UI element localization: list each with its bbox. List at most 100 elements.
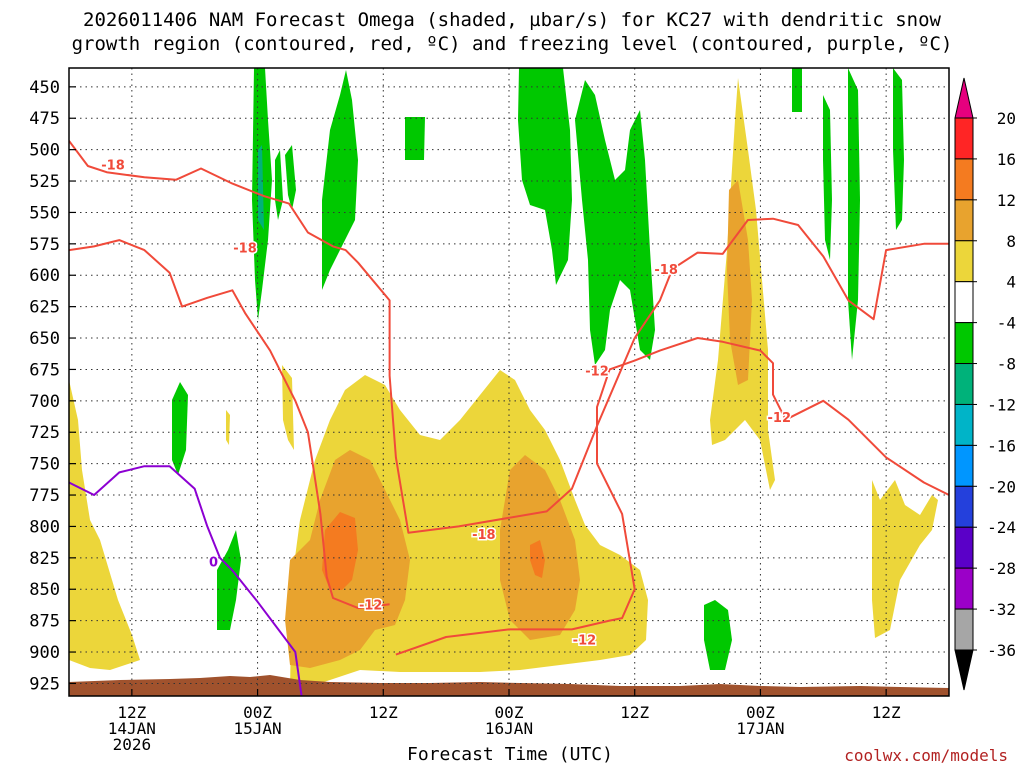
omega-region-green-12 xyxy=(823,95,832,260)
colorbar-swatch xyxy=(954,363,974,405)
colorbar-label: -8 xyxy=(997,355,1016,374)
site-credit: coolwx.com/models xyxy=(844,746,1008,765)
colorbar-swatch xyxy=(954,444,974,487)
omega-region-darkorange-1 xyxy=(322,512,358,590)
x-tick-sub1: 17JAN xyxy=(736,719,784,738)
omega-region-green-4 xyxy=(322,70,358,290)
x-tick-label: 12Z xyxy=(872,703,901,722)
omega-region-green-13 xyxy=(848,68,860,360)
x-tick-label: 12Z xyxy=(620,703,649,722)
contour-line-2 xyxy=(395,337,949,656)
grid-lines xyxy=(69,68,949,696)
omega-region-yellow-left xyxy=(69,380,140,670)
colorbar-label: -28 xyxy=(987,559,1016,578)
colorbar: 20 16 12 8 4 -4 -8 -12 -16 -20 -24 -28 -32 -36 xyxy=(954,77,1016,691)
colorbar-swatch xyxy=(954,158,974,201)
y-tick-label: 825 xyxy=(29,549,60,569)
x-axis-label: Forecast Time (UTC) xyxy=(407,744,613,765)
omega-region-green-9 xyxy=(217,530,241,630)
y-tick-label: 575 xyxy=(29,235,60,255)
colorbar-label: -32 xyxy=(987,600,1016,619)
y-tick-label: 450 xyxy=(29,78,60,98)
chart-title-line-2: growth region (contoured, red, ºC) and f… xyxy=(71,33,953,55)
colorbar-swatch xyxy=(954,485,974,528)
colorbar-label: -4 xyxy=(997,314,1016,333)
y-tick-label: 925 xyxy=(29,674,60,694)
contour-line-1 xyxy=(69,239,390,610)
colorbar-swatch xyxy=(954,608,974,651)
colorbar-swatch xyxy=(954,403,974,446)
y-tick-label: 550 xyxy=(29,203,60,223)
y-tick-label: 775 xyxy=(29,486,60,506)
contour-label: -12 xyxy=(585,365,609,380)
colorbar-swatch xyxy=(954,526,974,569)
colorbar-swatch xyxy=(954,322,974,365)
colorbar-label: 16 xyxy=(997,150,1016,169)
y-tick-label: 650 xyxy=(29,329,60,349)
x-tick-label: 00Z xyxy=(243,703,272,722)
omega-region-yellow-far-right xyxy=(872,480,938,638)
chart-title-line-1: 2026011406 NAM Forecast Omega (shaded, µ… xyxy=(83,9,941,31)
colorbar-label: -24 xyxy=(987,518,1016,537)
colorbar-swatch xyxy=(954,240,974,283)
contour-line-0 xyxy=(69,140,949,534)
colorbar-label: -12 xyxy=(987,395,1016,414)
x-tick-label: 00Z xyxy=(746,703,775,722)
y-tick-label: 900 xyxy=(29,643,60,663)
y-tick-label: 675 xyxy=(29,360,60,380)
colorbar-swatch xyxy=(954,281,974,324)
y-axis: 450 475 500 525 550 575 600 625 650 675 700 725 750 7… xyxy=(29,78,76,694)
colorbar-swatch xyxy=(954,567,974,610)
colorbar-label: -16 xyxy=(987,436,1016,455)
x-tick-sub1: 14JAN xyxy=(108,719,156,738)
contour-label: -12 xyxy=(573,633,597,648)
y-tick-label: 625 xyxy=(29,298,60,318)
colorbar-label: -36 xyxy=(987,641,1016,660)
omega-shading xyxy=(69,68,949,696)
contour-label: -18 xyxy=(101,159,125,174)
x-tick-label: 12Z xyxy=(369,703,398,722)
colorbar-label: 4 xyxy=(1006,273,1016,292)
y-tick-label: 525 xyxy=(29,172,60,192)
contour-label: -18 xyxy=(233,242,257,257)
contour-labels: -18 -18 -18 -12 -12 -12 -12 -18 0 xyxy=(100,157,793,650)
colorbar-swatch xyxy=(954,117,974,160)
omega-region-green-14 xyxy=(893,68,904,230)
colorbar-label: 20 xyxy=(997,109,1016,128)
omega-region-green-11 xyxy=(792,68,802,112)
x-tick-sub2: 2026 xyxy=(113,735,152,754)
colorbar-bottom-arrow xyxy=(954,649,974,691)
y-tick-label: 725 xyxy=(29,423,60,443)
omega-region-green-10 xyxy=(704,600,732,670)
y-tick-label: 475 xyxy=(29,109,60,129)
omega-region-darkorange-2 xyxy=(530,540,545,578)
contour-label: -12 xyxy=(359,598,383,613)
colorbar-label: 8 xyxy=(1006,232,1016,251)
y-tick-label: 600 xyxy=(29,266,60,286)
x-tick-sub1: 15JAN xyxy=(233,719,281,738)
omega-region-yellow-sliver xyxy=(226,410,230,445)
x-tick-label: 12Z xyxy=(117,703,146,722)
y-tick-label: 800 xyxy=(29,517,60,537)
y-tick-label: 700 xyxy=(29,392,60,412)
omega-region-teal xyxy=(258,145,264,230)
x-tick-sub1: 16JAN xyxy=(485,719,533,738)
y-tick-label: 500 xyxy=(29,141,60,161)
contour-label: 0 xyxy=(209,556,218,571)
omega-region-orange-column xyxy=(727,180,752,385)
contour-line-3 xyxy=(69,465,303,696)
omega-region-yellow-small xyxy=(282,365,294,450)
x-tick-label: 00Z xyxy=(495,703,524,722)
y-tick-label: 750 xyxy=(29,455,60,475)
colorbar-swatch xyxy=(954,199,974,242)
y-tick-label: 875 xyxy=(29,612,60,632)
omega-region-green-5 xyxy=(405,117,425,160)
contour-label: -18 xyxy=(654,263,678,278)
colorbar-label: 12 xyxy=(997,191,1016,210)
colorbar-top-arrow xyxy=(954,77,974,119)
omega-region-green-8 xyxy=(172,382,188,475)
omega-region-green-6 xyxy=(518,68,572,285)
omega-region-green-3 xyxy=(285,145,296,210)
